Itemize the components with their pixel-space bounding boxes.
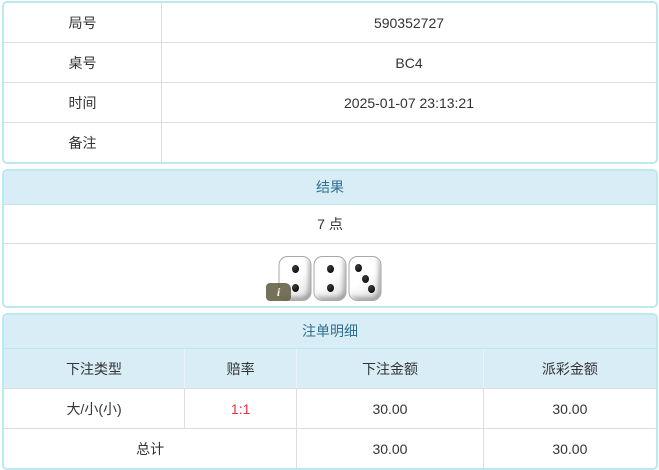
odds-value: 1:1 xyxy=(184,388,298,429)
dice-group xyxy=(278,256,382,301)
col-header-bet-amount: 下注金额 xyxy=(296,349,484,389)
total-bet-amount: 30.00 xyxy=(296,428,484,468)
table-row: 时间 2025-01-07 23:13:21 xyxy=(4,82,656,123)
round-id-label: 局号 xyxy=(4,3,162,43)
total-row: 总计 30.00 30.00 xyxy=(4,428,656,468)
table-row: 备注 xyxy=(4,122,657,163)
col-header-bet-type: 下注类型 xyxy=(4,349,186,389)
remark-value xyxy=(162,123,657,163)
bet-details-panel: 注单明细 下注类型 赔率 下注金额 派彩金额 大/小(小) 1:1 30.00 … xyxy=(2,313,658,470)
table-row: 局号 590352727 xyxy=(4,3,656,43)
table-header-row: 下注类型 赔率 下注金额 派彩金额 xyxy=(4,349,656,389)
time-label: 时间 xyxy=(4,82,162,123)
bet-type-value: 大/小(小) xyxy=(4,388,186,429)
result-heading: 结果 xyxy=(4,171,656,205)
game-info-table: 局号 590352727 桌号 BC4 时间 2025-01-07 23:13:… xyxy=(4,3,656,162)
remark-label: 备注 xyxy=(4,122,162,162)
table-id-value: BC4 xyxy=(161,42,656,83)
die-2-icon xyxy=(313,256,347,301)
table-row: 大/小(小) 1:1 30.00 30.00 xyxy=(4,388,656,429)
game-info-panel: 局号 590352727 桌号 BC4 时间 2025-01-07 23:13:… xyxy=(2,1,658,164)
table-id-label: 桌号 xyxy=(4,42,162,83)
payout-amount-value: 30.00 xyxy=(483,388,656,429)
table-row: 桌号 BC4 xyxy=(4,42,656,83)
col-header-payout-amount: 派彩金额 xyxy=(483,349,656,389)
result-panel: 结果 7 点 i xyxy=(2,169,658,308)
bet-amount-value: 30.00 xyxy=(296,388,484,429)
dice-row: i xyxy=(4,244,656,306)
total-payout-amount: 30.00 xyxy=(552,440,588,457)
result-points: 7 点 xyxy=(4,205,656,244)
total-label: 总计 xyxy=(4,428,298,468)
die-3-icon xyxy=(348,256,382,301)
info-icon[interactable]: i xyxy=(266,283,291,301)
round-id-value: 590352727 xyxy=(161,3,656,43)
bet-details-table: 下注类型 赔率 下注金额 派彩金额 大/小(小) 1:1 30.00 30.00… xyxy=(4,349,656,468)
time-value: 2025-01-07 23:13:21 xyxy=(161,82,656,123)
bet-details-heading: 注单明细 xyxy=(4,315,656,349)
col-header-odds: 赔率 xyxy=(184,349,298,389)
